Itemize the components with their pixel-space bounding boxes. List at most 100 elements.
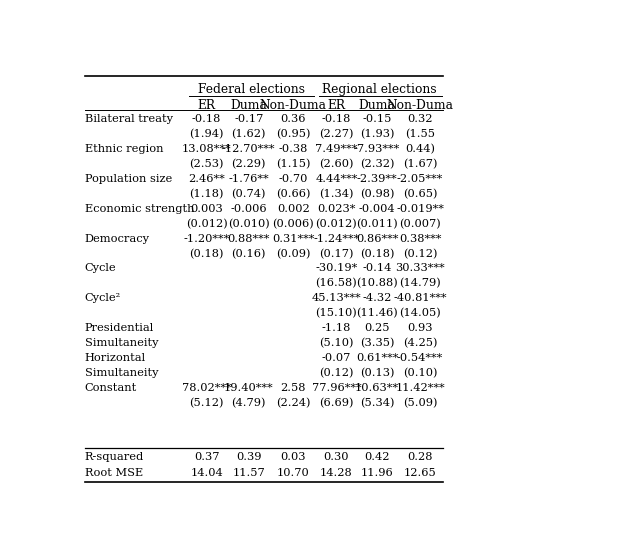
- Text: 10.70: 10.70: [277, 468, 310, 478]
- Text: Duma: Duma: [358, 99, 396, 112]
- Text: (0.12): (0.12): [319, 368, 353, 378]
- Text: Simultaneity: Simultaneity: [85, 368, 158, 378]
- Text: 2.58: 2.58: [281, 383, 306, 392]
- Text: Non-Duma: Non-Duma: [387, 99, 454, 112]
- Text: (5.12): (5.12): [189, 397, 224, 408]
- Text: (5.10): (5.10): [319, 338, 353, 348]
- Text: (1.34): (1.34): [319, 189, 353, 199]
- Text: ER: ER: [327, 99, 346, 112]
- Text: (0.006): (0.006): [272, 219, 314, 229]
- Text: -0.006: -0.006: [231, 204, 267, 214]
- Text: (1.55: (1.55: [405, 129, 435, 140]
- Text: 0.37: 0.37: [194, 452, 219, 462]
- Text: Bilateral treaty: Bilateral treaty: [85, 114, 173, 124]
- Text: (2.32): (2.32): [360, 159, 394, 169]
- Text: -7.93***: -7.93***: [354, 144, 400, 154]
- Text: (3.35): (3.35): [360, 338, 394, 348]
- Text: 0.86***: 0.86***: [356, 234, 398, 244]
- Text: Regional elections: Regional elections: [322, 83, 437, 96]
- Text: (1.18): (1.18): [189, 189, 224, 199]
- Text: 45.13***: 45.13***: [312, 293, 361, 303]
- Text: Economic strength: Economic strength: [85, 204, 194, 214]
- Text: (1.94): (1.94): [189, 129, 224, 140]
- Text: 0.39: 0.39: [236, 452, 261, 462]
- Text: (0.007): (0.007): [399, 219, 441, 229]
- Text: (0.66): (0.66): [276, 189, 311, 199]
- Text: (1.62): (1.62): [231, 129, 266, 140]
- Text: 11.42***: 11.42***: [396, 383, 445, 392]
- Text: -2.39**: -2.39**: [357, 174, 397, 184]
- Text: 0.03: 0.03: [281, 452, 306, 462]
- Text: Cycle: Cycle: [85, 263, 116, 274]
- Text: -0.38: -0.38: [279, 144, 308, 154]
- Text: 0.30: 0.30: [323, 452, 349, 462]
- Text: Presidential: Presidential: [85, 323, 154, 333]
- Text: 0.44): 0.44): [405, 144, 435, 155]
- Text: -0.004: -0.004: [358, 204, 396, 214]
- Text: -0.70: -0.70: [279, 174, 308, 184]
- Text: 7.49***: 7.49***: [315, 144, 358, 154]
- Text: (0.12): (0.12): [403, 249, 437, 259]
- Text: 0.25: 0.25: [364, 323, 390, 333]
- Text: (6.69): (6.69): [319, 397, 353, 408]
- Text: 0.61***: 0.61***: [356, 353, 398, 363]
- Text: -2.05***: -2.05***: [397, 174, 443, 184]
- Text: -30.19*: -30.19*: [315, 263, 358, 274]
- Text: 78.02***: 78.02***: [182, 383, 231, 392]
- Text: 0.31***: 0.31***: [272, 234, 314, 244]
- Text: (15.10): (15.10): [316, 308, 357, 318]
- Text: 14.04: 14.04: [190, 468, 223, 478]
- Text: (14.05): (14.05): [399, 308, 441, 318]
- Text: 12.65: 12.65: [404, 468, 436, 478]
- Text: (1.67): (1.67): [403, 159, 437, 169]
- Text: 14.28: 14.28: [320, 468, 353, 478]
- Text: (1.15): (1.15): [276, 159, 311, 169]
- Text: 0.88***: 0.88***: [227, 234, 270, 244]
- Text: (0.98): (0.98): [360, 189, 394, 199]
- Text: (2.27): (2.27): [319, 129, 353, 140]
- Text: -1.18: -1.18: [321, 323, 351, 333]
- Text: 0.32: 0.32: [407, 114, 433, 124]
- Text: R-squared: R-squared: [85, 452, 144, 462]
- Text: 11.57: 11.57: [233, 468, 265, 478]
- Text: Population size: Population size: [85, 174, 172, 184]
- Text: -0.07: -0.07: [321, 353, 351, 363]
- Text: (0.012): (0.012): [316, 219, 357, 229]
- Text: -40.81***: -40.81***: [394, 293, 447, 303]
- Text: -0.17: -0.17: [234, 114, 263, 124]
- Text: (2.24): (2.24): [276, 397, 311, 408]
- Text: ER: ER: [197, 99, 215, 112]
- Text: 0.42: 0.42: [364, 452, 390, 462]
- Text: (0.65): (0.65): [403, 189, 437, 199]
- Text: Federal elections: Federal elections: [197, 83, 305, 96]
- Text: 13.08***: 13.08***: [182, 144, 231, 154]
- Text: -0.18: -0.18: [321, 114, 351, 124]
- Text: (0.010): (0.010): [228, 219, 270, 229]
- Text: 0.003: 0.003: [190, 204, 223, 214]
- Text: 0.38***: 0.38***: [399, 234, 442, 244]
- Text: -0.15: -0.15: [362, 114, 392, 124]
- Text: 0.023*: 0.023*: [317, 204, 355, 214]
- Text: (16.58): (16.58): [316, 278, 357, 289]
- Text: Horizontal: Horizontal: [85, 353, 146, 363]
- Text: Cycle²: Cycle²: [85, 293, 121, 303]
- Text: 11.96: 11.96: [360, 468, 394, 478]
- Text: 0.93: 0.93: [407, 323, 433, 333]
- Text: (5.34): (5.34): [360, 397, 394, 408]
- Text: (0.09): (0.09): [276, 249, 311, 259]
- Text: 30.33***: 30.33***: [396, 263, 445, 274]
- Text: -1.76**: -1.76**: [228, 174, 269, 184]
- Text: -1.20***: -1.20***: [183, 234, 230, 244]
- Text: 0.28: 0.28: [407, 452, 433, 462]
- Text: (2.53): (2.53): [189, 159, 224, 169]
- Text: -0.019**: -0.019**: [396, 204, 444, 214]
- Text: -4.32: -4.32: [362, 293, 392, 303]
- Text: -0.18: -0.18: [192, 114, 221, 124]
- Text: (4.25): (4.25): [403, 338, 437, 348]
- Text: (10.88): (10.88): [356, 278, 398, 289]
- Text: (0.012): (0.012): [186, 219, 227, 229]
- Text: -0.14: -0.14: [362, 263, 392, 274]
- Text: 10.63**: 10.63**: [355, 383, 399, 392]
- Text: 19.40***: 19.40***: [224, 383, 273, 392]
- Text: Root MSE: Root MSE: [85, 468, 143, 478]
